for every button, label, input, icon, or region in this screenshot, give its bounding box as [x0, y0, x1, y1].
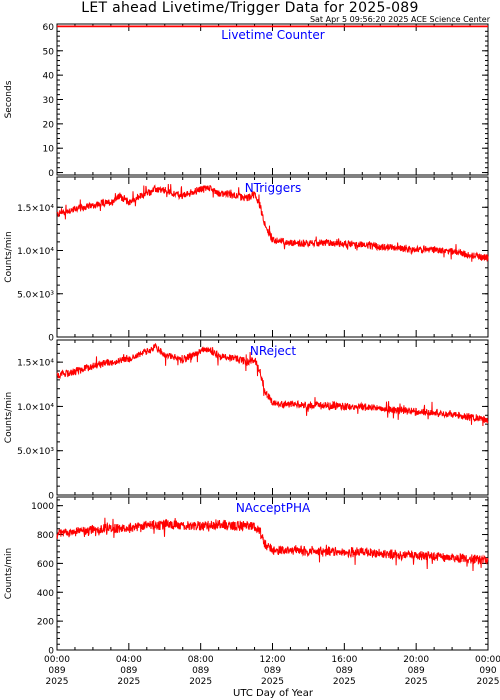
series-line	[56, 517, 489, 572]
y-axis-label: Counts/min	[4, 231, 14, 282]
y-tick-label: 600	[37, 560, 54, 570]
panel-title: NTriggers	[245, 181, 302, 195]
x-tick-label: 2025	[46, 677, 69, 687]
panel-frame	[56, 339, 489, 496]
y-tick-label: 0	[48, 334, 54, 344]
x-tick-label: 16:00	[331, 655, 357, 665]
x-tick-label: 089	[336, 666, 353, 676]
y-tick-label: 1.0×10⁴	[17, 247, 54, 257]
x-tick-label: 00:00	[44, 655, 70, 665]
y-tick-label: 1000	[31, 502, 54, 512]
x-tick-label: 04:00	[116, 655, 142, 665]
y-tick-label: 400	[37, 589, 54, 599]
y-axis-label: Counts/min	[4, 392, 14, 443]
y-tick-label: 5.0×10³	[17, 290, 54, 300]
x-tick-label: 089	[264, 666, 281, 676]
panel-4: 0 200 400 600 800 1000 Counts/min NAcceptPHA	[4, 496, 489, 657]
y-tick-label: 0	[48, 647, 54, 657]
x-tick-label: 2025	[477, 677, 500, 687]
panel-3: 0 5.0×10³ 1.0×10⁴ 1.5×10⁴ Counts/min NReject	[4, 339, 489, 502]
y-tick-label: 1.5×10⁴	[17, 204, 54, 214]
panel-1: 0 10 20 30 40 50 60 Seconds Livetime Counter	[4, 23, 489, 179]
y-tick-label: 5.0×10³	[17, 447, 54, 457]
y-tick-label: 20	[43, 120, 55, 130]
y-tick-label: 1.0×10⁴	[17, 403, 54, 413]
y-tick-label: 800	[37, 531, 54, 541]
x-tick-label: 20:00	[403, 655, 429, 665]
panel-title: Livetime Counter	[221, 28, 324, 42]
y-tick-label: 0	[48, 492, 54, 502]
y-tick-label: 10	[43, 145, 55, 155]
panel-title: NReject	[250, 344, 296, 358]
x-tick-label: 089	[120, 666, 137, 676]
panel-2: 0 5.0×10³ 1.0×10⁴ 1.5×10⁴ Counts/min NTrigger…	[4, 176, 489, 344]
y-tick-label: 200	[37, 618, 54, 628]
series-line	[56, 342, 489, 427]
y-tick-label: 50	[43, 47, 55, 57]
chart-subtitle: Sat Apr 5 09:56:20 2025 ACE Science Cent…	[309, 15, 490, 24]
x-tick-label: 12:00	[260, 655, 286, 665]
x-tick-label: 2025	[333, 677, 356, 687]
x-tick-label: 2025	[261, 677, 284, 687]
x-tick-label: 090	[479, 666, 496, 676]
x-tick-label: 2025	[189, 677, 212, 687]
x-axis-label: UTC Day of Year	[233, 688, 314, 699]
y-tick-label: 60	[43, 23, 55, 33]
x-tick-label: 00:00	[475, 655, 500, 665]
y-axis-label: Counts/min	[4, 548, 14, 599]
panel-title: NAcceptPHA	[236, 501, 311, 515]
y-axis-label: Seconds	[4, 80, 14, 118]
y-tick-label: 40	[43, 72, 55, 82]
y-tick-label: 30	[43, 96, 55, 106]
panel-frame	[56, 23, 489, 176]
x-tick-label: 2025	[405, 677, 428, 687]
x-tick-label: 2025	[117, 677, 140, 687]
x-tick-label: 089	[48, 666, 65, 676]
panel-frame	[56, 496, 489, 651]
x-tick-label: 089	[408, 666, 425, 676]
series-line	[56, 183, 489, 262]
y-tick-label: 1.5×10⁴	[17, 359, 54, 369]
y-tick-label: 0	[48, 169, 54, 179]
chart-title: LET ahead Livetime/Trigger Data for 2025…	[81, 0, 419, 16]
panel-frame	[56, 176, 489, 338]
x-tick-label: 089	[192, 666, 209, 676]
x-tick-label: 08:00	[188, 655, 214, 665]
